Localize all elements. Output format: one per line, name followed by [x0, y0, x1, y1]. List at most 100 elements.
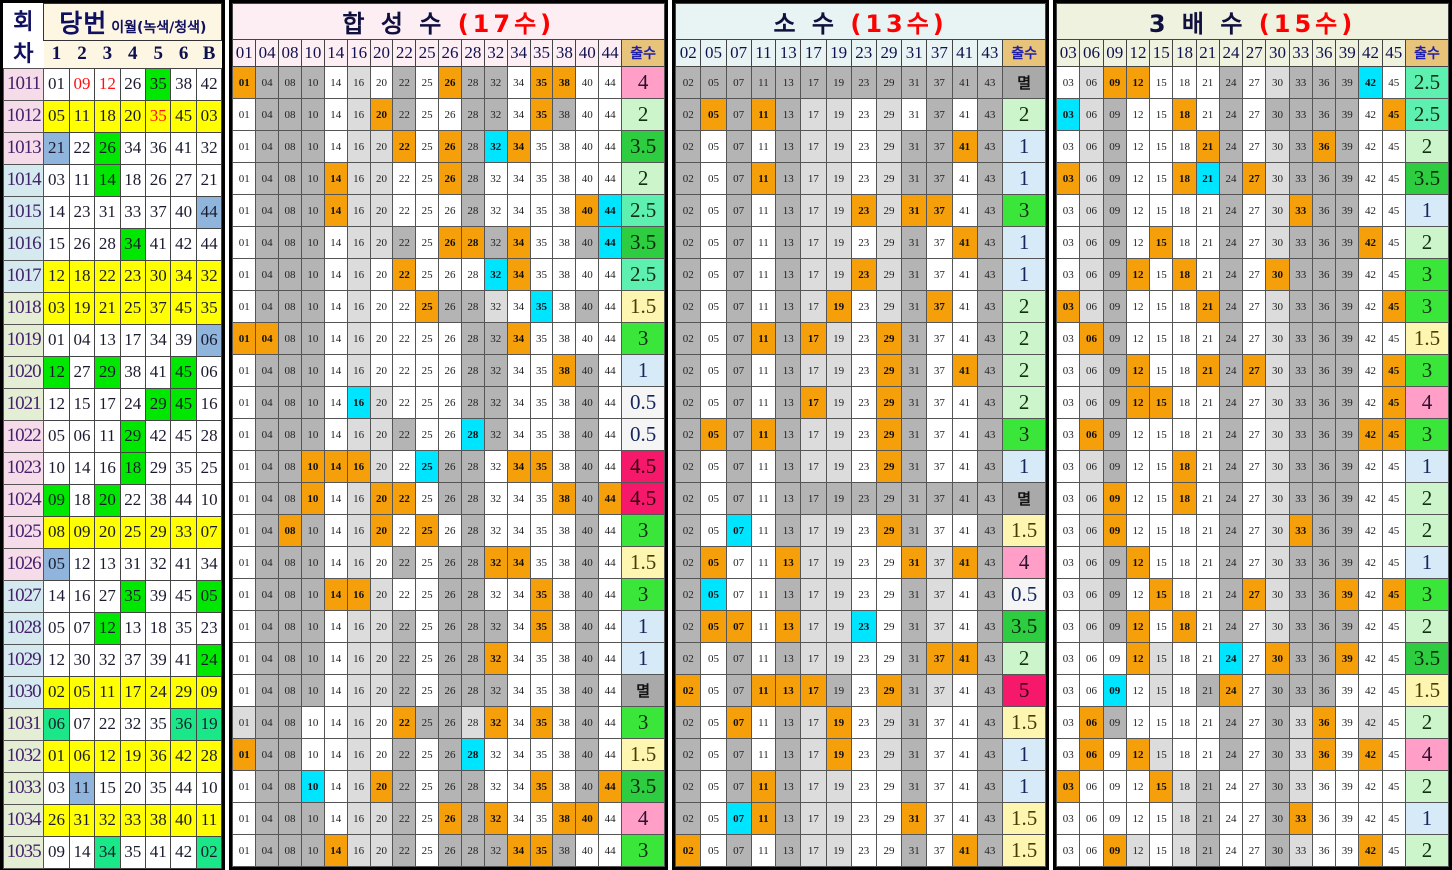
winning-ball: 45 [170, 419, 197, 453]
draw-number[interactable]: 1029 [2, 643, 45, 677]
draw-number[interactable]: 1011 [2, 67, 45, 101]
number-cell: 07 [725, 98, 752, 131]
number-cell: 21 [1195, 386, 1220, 419]
number-cell: 22 [392, 130, 417, 163]
draw-number[interactable]: 1017 [2, 259, 45, 293]
number-cell: 16 [346, 418, 371, 451]
winning-ball: 22 [94, 259, 121, 293]
number-cell: 30 [1265, 642, 1290, 675]
draw-number[interactable]: 1018 [2, 291, 45, 325]
number-cell: 31 [901, 290, 928, 323]
number-cell: 30 [1265, 194, 1290, 227]
number-cell: 40 [575, 738, 600, 771]
draw-number[interactable]: 1033 [2, 771, 45, 805]
draw-number[interactable]: 1021 [2, 387, 45, 421]
winning-ball: 40 [170, 195, 197, 229]
draw-number[interactable]: 1023 [2, 451, 45, 485]
group-number-header-27: 27 [1242, 39, 1267, 67]
group-number-header-40: 40 [575, 39, 600, 67]
number-cell: 12 [1125, 482, 1151, 515]
number-cell: 17 [800, 706, 827, 739]
number-cell: 29 [875, 482, 903, 515]
draw-number[interactable]: 1014 [2, 163, 45, 197]
number-cell: 25 [415, 258, 440, 291]
number-cell: 40 [575, 386, 600, 419]
number-cell: 45 [1381, 386, 1407, 419]
number-cell: 09 [1102, 194, 1127, 227]
winning-ball: 29 [145, 451, 172, 485]
number-cell: 05 [700, 674, 727, 707]
number-cell: 18 [1172, 322, 1197, 355]
number-cell: 19 [825, 514, 852, 547]
number-cell: 13 [775, 642, 802, 675]
number-cell: 09 [1102, 642, 1127, 675]
number-cell: 20 [369, 322, 394, 355]
draw-number[interactable]: 1025 [2, 515, 45, 549]
draw-number[interactable]: 1019 [2, 323, 45, 357]
winning-ball: 38 [145, 803, 172, 837]
number-cell: 26 [438, 706, 462, 739]
draw-number[interactable]: 1032 [2, 739, 45, 773]
draw-number[interactable]: 1012 [2, 99, 45, 133]
number-cell: 24 [1218, 450, 1244, 483]
draw-number[interactable]: 1035 [2, 835, 45, 869]
number-cell: 19 [825, 546, 852, 579]
number-cell: 09 [1102, 258, 1127, 291]
number-cell: 14 [323, 258, 348, 291]
draw-number[interactable]: 1034 [2, 803, 45, 837]
winning-ball: 31 [119, 547, 147, 581]
number-cell: 10 [300, 226, 325, 259]
number-cell: 33 [1288, 162, 1313, 195]
number-cell: 03 [1056, 322, 1081, 355]
number-cell: 26 [438, 546, 462, 579]
draw-number[interactable]: 1030 [2, 675, 45, 709]
number-cell: 15 [1149, 162, 1174, 195]
number-cell: 22 [392, 674, 417, 707]
number-cell: 09 [1102, 450, 1127, 483]
number-cell: 26 [438, 770, 462, 803]
number-cell: 09 [1102, 738, 1127, 771]
draw-number[interactable]: 1022 [2, 419, 45, 453]
number-cell: 02 [675, 66, 702, 99]
number-cell: 42 [1358, 418, 1383, 451]
number-cell: 19 [825, 194, 852, 227]
number-cell: 42 [1358, 610, 1383, 643]
table-row: 1014 03 11 14 18 26 27 21 [2, 163, 223, 197]
number-cell: 11 [750, 418, 777, 451]
number-cell: 01 [232, 290, 257, 323]
draw-number[interactable]: 1024 [2, 483, 45, 517]
number-cell: 25 [415, 418, 440, 451]
number-cell: 38 [552, 482, 577, 515]
winning-ball: 24 [119, 387, 147, 421]
draw-number[interactable]: 1028 [2, 611, 45, 645]
number-cell: 40 [575, 770, 600, 803]
draw-number[interactable]: 1015 [2, 195, 45, 229]
number-cell: 20 [369, 802, 394, 835]
draw-number[interactable]: 1027 [2, 579, 45, 613]
table-row: 1030 02 05 11 17 24 29 09 [2, 675, 223, 709]
out-count-value: 2 [1405, 482, 1449, 515]
number-cell: 31 [901, 450, 928, 483]
draw-number[interactable]: 1020 [2, 355, 45, 389]
number-cell: 14 [323, 322, 348, 355]
number-cell: 39 [1335, 738, 1360, 771]
out-count-value: 1.5 [1002, 706, 1047, 739]
number-cell: 03 [1056, 290, 1081, 323]
number-cell: 33 [1288, 98, 1313, 131]
winning-ball: 03 [195, 99, 223, 133]
number-cell: 03 [1056, 354, 1081, 387]
number-cell: 02 [675, 482, 702, 515]
draw-number[interactable]: 1013 [2, 131, 45, 165]
number-cell: 04 [255, 98, 280, 131]
draw-number[interactable]: 1016 [2, 227, 45, 261]
number-cell: 13 [775, 578, 802, 611]
number-cell: 21 [1195, 258, 1220, 291]
number-cell: 21 [1195, 66, 1220, 99]
number-cell: 27 [1242, 738, 1267, 771]
draw-number[interactable]: 1026 [2, 547, 45, 581]
number-cell: 12 [1125, 578, 1151, 611]
draw-number[interactable]: 1031 [2, 707, 45, 741]
triple-title-row: 3 배 수 (15수) [1056, 3, 1449, 40]
number-cell: 33 [1288, 354, 1313, 387]
